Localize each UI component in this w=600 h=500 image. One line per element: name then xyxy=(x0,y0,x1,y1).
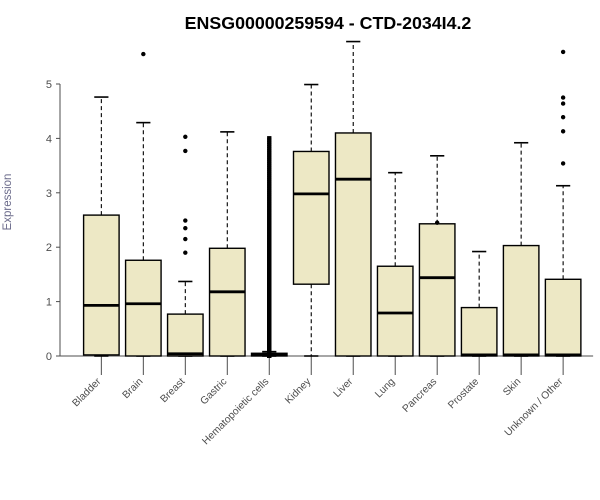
svg-text:Lung: Lung xyxy=(373,376,397,400)
svg-text:2: 2 xyxy=(46,242,52,254)
svg-text:Prostate: Prostate xyxy=(446,376,481,411)
svg-text:Kidney: Kidney xyxy=(283,376,314,407)
svg-text:Bladder: Bladder xyxy=(71,376,104,409)
svg-text:Liver: Liver xyxy=(332,376,356,400)
svg-text:Brain: Brain xyxy=(121,376,146,401)
svg-text:Skin: Skin xyxy=(501,376,523,398)
svg-text:4: 4 xyxy=(46,133,52,145)
svg-text:0: 0 xyxy=(46,351,52,363)
svg-text:Pancreas: Pancreas xyxy=(401,376,440,415)
svg-text:1: 1 xyxy=(46,297,52,309)
svg-text:Gastric: Gastric xyxy=(199,376,230,407)
svg-text:3: 3 xyxy=(46,188,52,200)
svg-text:Breast: Breast xyxy=(159,376,188,405)
svg-text:5: 5 xyxy=(46,79,52,91)
